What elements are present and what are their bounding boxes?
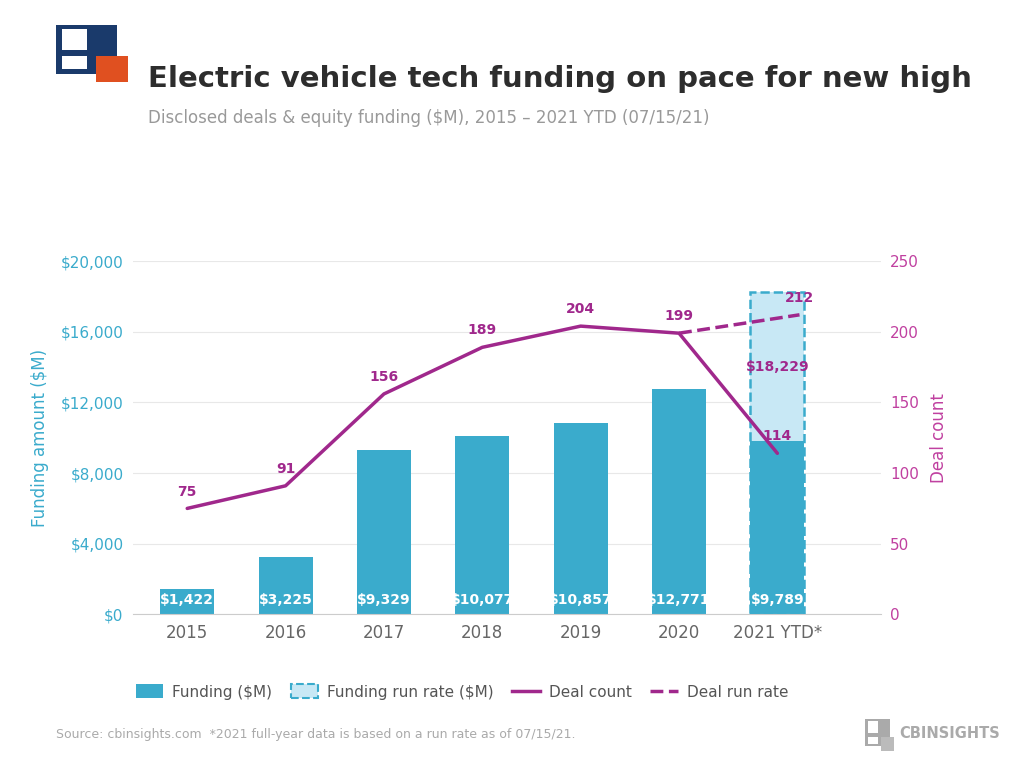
Bar <box>357 449 411 614</box>
Text: 114: 114 <box>763 429 792 443</box>
Text: 75: 75 <box>177 485 197 498</box>
Text: 156: 156 <box>370 370 398 384</box>
Text: $10,077: $10,077 <box>451 594 514 607</box>
Text: $12,771: $12,771 <box>647 594 711 607</box>
Text: $3,225: $3,225 <box>259 594 312 607</box>
Text: 189: 189 <box>468 323 497 337</box>
Text: 212: 212 <box>784 291 814 305</box>
Bar <box>258 558 312 614</box>
Y-axis label: Funding amount ($M): Funding amount ($M) <box>32 349 49 527</box>
Bar <box>554 422 607 614</box>
Bar <box>62 56 87 69</box>
Bar <box>881 737 894 751</box>
Text: 91: 91 <box>275 462 295 476</box>
Y-axis label: Deal count: Deal count <box>931 392 948 483</box>
Bar <box>62 28 87 51</box>
Text: $1,422: $1,422 <box>160 594 214 607</box>
Text: $10,857: $10,857 <box>549 594 612 607</box>
Text: Disclosed deals & equity funding ($M), 2015 – 2021 YTD (07/15/21): Disclosed deals & equity funding ($M), 2… <box>148 109 710 127</box>
Bar <box>867 721 878 733</box>
Bar <box>751 293 805 614</box>
Bar <box>865 719 890 746</box>
Text: CBINSIGHTS: CBINSIGHTS <box>899 726 999 741</box>
Text: 204: 204 <box>566 303 595 316</box>
Bar <box>751 293 805 442</box>
Bar <box>96 56 128 82</box>
Text: $18,229: $18,229 <box>745 360 809 374</box>
Bar <box>652 389 707 614</box>
Text: $9,789: $9,789 <box>751 594 804 607</box>
Bar <box>160 589 214 614</box>
Bar <box>56 25 118 74</box>
Text: Source: cbinsights.com  *2021 full-year data is based on a run rate as of 07/15/: Source: cbinsights.com *2021 full-year d… <box>56 728 575 741</box>
Bar <box>456 436 509 614</box>
Text: 199: 199 <box>665 310 693 323</box>
Bar <box>751 442 805 614</box>
Text: Electric vehicle tech funding on pace for new high: Electric vehicle tech funding on pace fo… <box>148 65 973 93</box>
Text: $9,329: $9,329 <box>357 594 411 607</box>
Legend: Funding ($M), Funding run rate ($M), Deal count, Deal run rate: Funding ($M), Funding run rate ($M), Dea… <box>130 678 795 706</box>
Bar <box>867 737 878 743</box>
